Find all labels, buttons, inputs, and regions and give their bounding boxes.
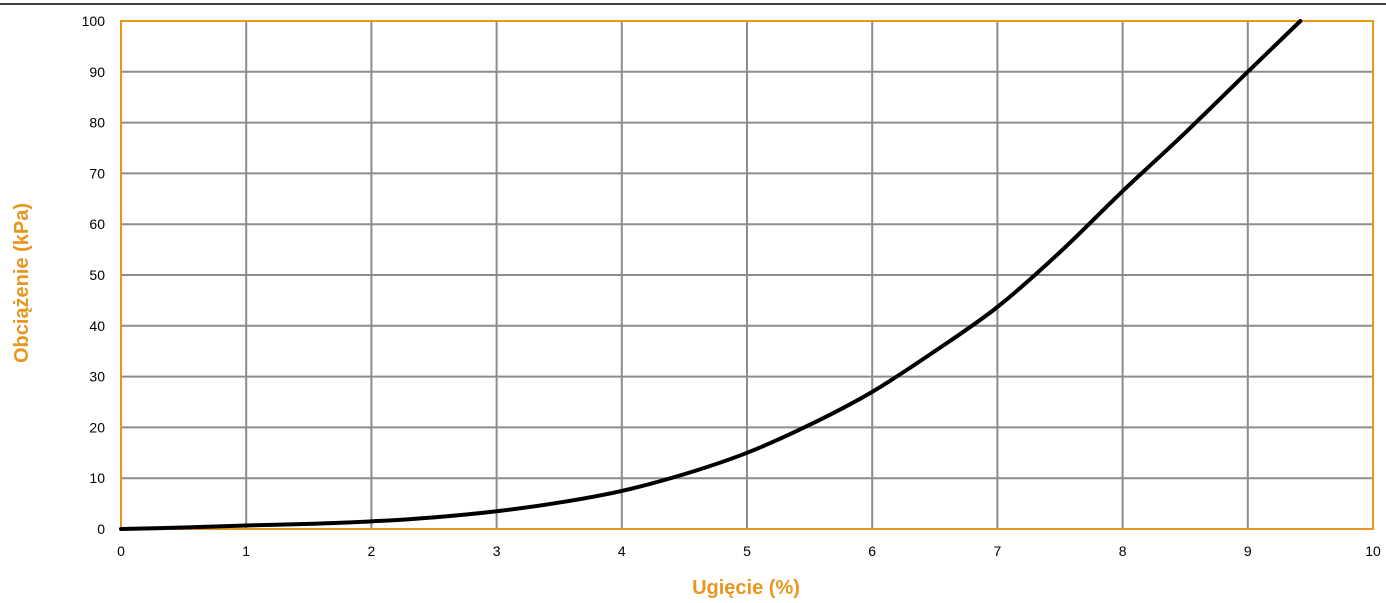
series-point: [1298, 19, 1302, 23]
series-point: [1246, 70, 1250, 74]
y-tick-label: 20: [89, 419, 105, 435]
x-tick-label: 2: [368, 543, 376, 559]
y-tick-label: 60: [89, 216, 105, 232]
series-point: [933, 349, 937, 353]
x-tick-label: 4: [618, 543, 626, 559]
y-tick-label: 0: [97, 521, 105, 537]
x-tick-label: 8: [1119, 543, 1127, 559]
y-tick-label: 90: [89, 64, 105, 80]
y-tick-label: 30: [89, 369, 105, 385]
series-point: [745, 451, 749, 455]
y-tick-label: 70: [89, 165, 105, 181]
series-point: [495, 509, 499, 513]
series-point: [432, 515, 436, 519]
series-point: [682, 472, 686, 476]
series-point: [244, 523, 248, 527]
y-axis-title: Obciążenie (kPa): [11, 203, 33, 363]
y-tick-label: 80: [89, 115, 105, 131]
x-axis-title: Ugięcie (%): [692, 577, 800, 599]
series-point: [182, 525, 186, 529]
x-tick-label: 6: [868, 543, 876, 559]
series-point: [1183, 131, 1187, 135]
series-point: [369, 519, 373, 523]
x-axis-tick-labels: 0 1 2 3 4 5 6 7 8 9 10: [117, 543, 1381, 559]
series-point: [995, 305, 999, 309]
series-point: [1121, 189, 1125, 193]
x-tick-label: 5: [743, 543, 751, 559]
x-tick-label: 10: [1365, 543, 1381, 559]
y-tick-label: 40: [89, 318, 105, 334]
y-axis-tick-labels: 0 10 20 30 40 50 60 70 80 90 100: [82, 13, 106, 537]
series-point: [119, 527, 123, 531]
y-tick-label: 50: [89, 267, 105, 283]
x-tick-label: 0: [117, 543, 125, 559]
y-tick-label: 10: [89, 470, 105, 486]
y-tick-label: 100: [82, 13, 106, 29]
x-tick-label: 3: [493, 543, 501, 559]
x-tick-label: 7: [994, 543, 1002, 559]
series-point: [557, 501, 561, 505]
series-point: [307, 522, 311, 526]
x-tick-label: 1: [242, 543, 250, 559]
x-tick-label: 9: [1244, 543, 1252, 559]
series-point: [808, 423, 812, 427]
series-point: [870, 390, 874, 394]
series-point: [620, 489, 624, 493]
series-point: [1058, 250, 1062, 254]
